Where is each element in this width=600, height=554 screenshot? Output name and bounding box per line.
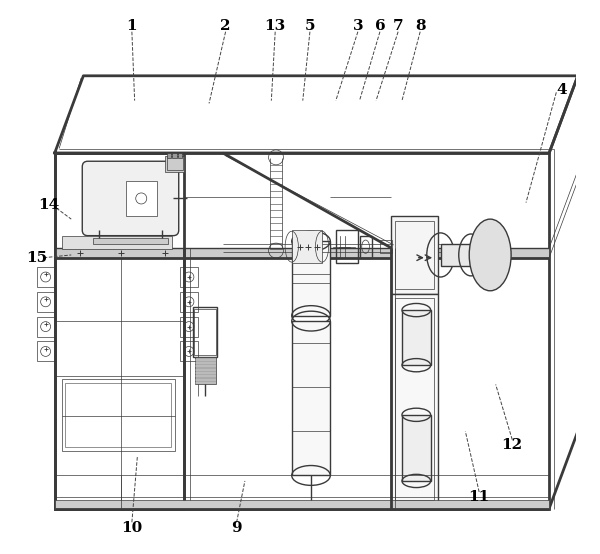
Text: 10: 10 xyxy=(121,521,143,535)
Text: 12: 12 xyxy=(502,438,523,452)
Ellipse shape xyxy=(469,219,511,291)
Bar xyxy=(127,181,157,217)
FancyBboxPatch shape xyxy=(82,161,179,235)
Bar xyxy=(167,156,182,170)
Bar xyxy=(180,341,198,361)
Bar xyxy=(62,379,175,450)
Bar xyxy=(395,221,434,289)
Bar xyxy=(395,299,434,500)
Bar xyxy=(391,294,438,503)
Text: 15: 15 xyxy=(26,251,47,265)
Bar xyxy=(402,415,431,481)
Bar xyxy=(165,156,184,172)
Bar xyxy=(37,317,55,336)
Text: 3: 3 xyxy=(353,19,363,33)
Bar xyxy=(292,321,331,475)
Bar xyxy=(195,357,216,384)
Text: 5: 5 xyxy=(305,19,315,33)
Bar xyxy=(178,153,182,158)
Text: 1: 1 xyxy=(127,19,137,33)
Bar xyxy=(172,153,176,158)
Text: 9: 9 xyxy=(231,521,242,535)
Bar xyxy=(402,310,431,365)
Bar xyxy=(37,267,55,287)
Bar xyxy=(380,239,392,253)
Bar xyxy=(391,217,438,294)
Bar xyxy=(55,153,549,509)
Bar xyxy=(37,292,55,312)
Text: 8: 8 xyxy=(415,19,425,33)
Bar xyxy=(359,235,371,258)
Text: 11: 11 xyxy=(469,490,490,505)
Text: 2: 2 xyxy=(220,19,231,33)
Text: 14: 14 xyxy=(38,198,60,212)
Text: 4: 4 xyxy=(557,83,567,96)
Bar xyxy=(180,317,198,336)
Bar xyxy=(55,500,549,509)
Bar xyxy=(336,230,358,263)
Text: 6: 6 xyxy=(374,19,385,33)
Bar xyxy=(167,153,171,158)
Text: 7: 7 xyxy=(393,19,403,33)
Bar xyxy=(55,248,549,258)
Bar xyxy=(180,267,198,287)
Bar xyxy=(62,235,172,249)
Bar xyxy=(180,292,198,312)
Bar xyxy=(193,307,217,357)
Bar xyxy=(440,244,471,266)
Bar xyxy=(292,230,322,263)
Bar xyxy=(37,341,55,361)
Text: 13: 13 xyxy=(265,19,286,33)
Bar xyxy=(194,309,215,355)
Bar xyxy=(65,383,171,447)
Bar xyxy=(292,241,331,316)
Bar xyxy=(55,153,184,509)
Bar xyxy=(93,238,168,244)
